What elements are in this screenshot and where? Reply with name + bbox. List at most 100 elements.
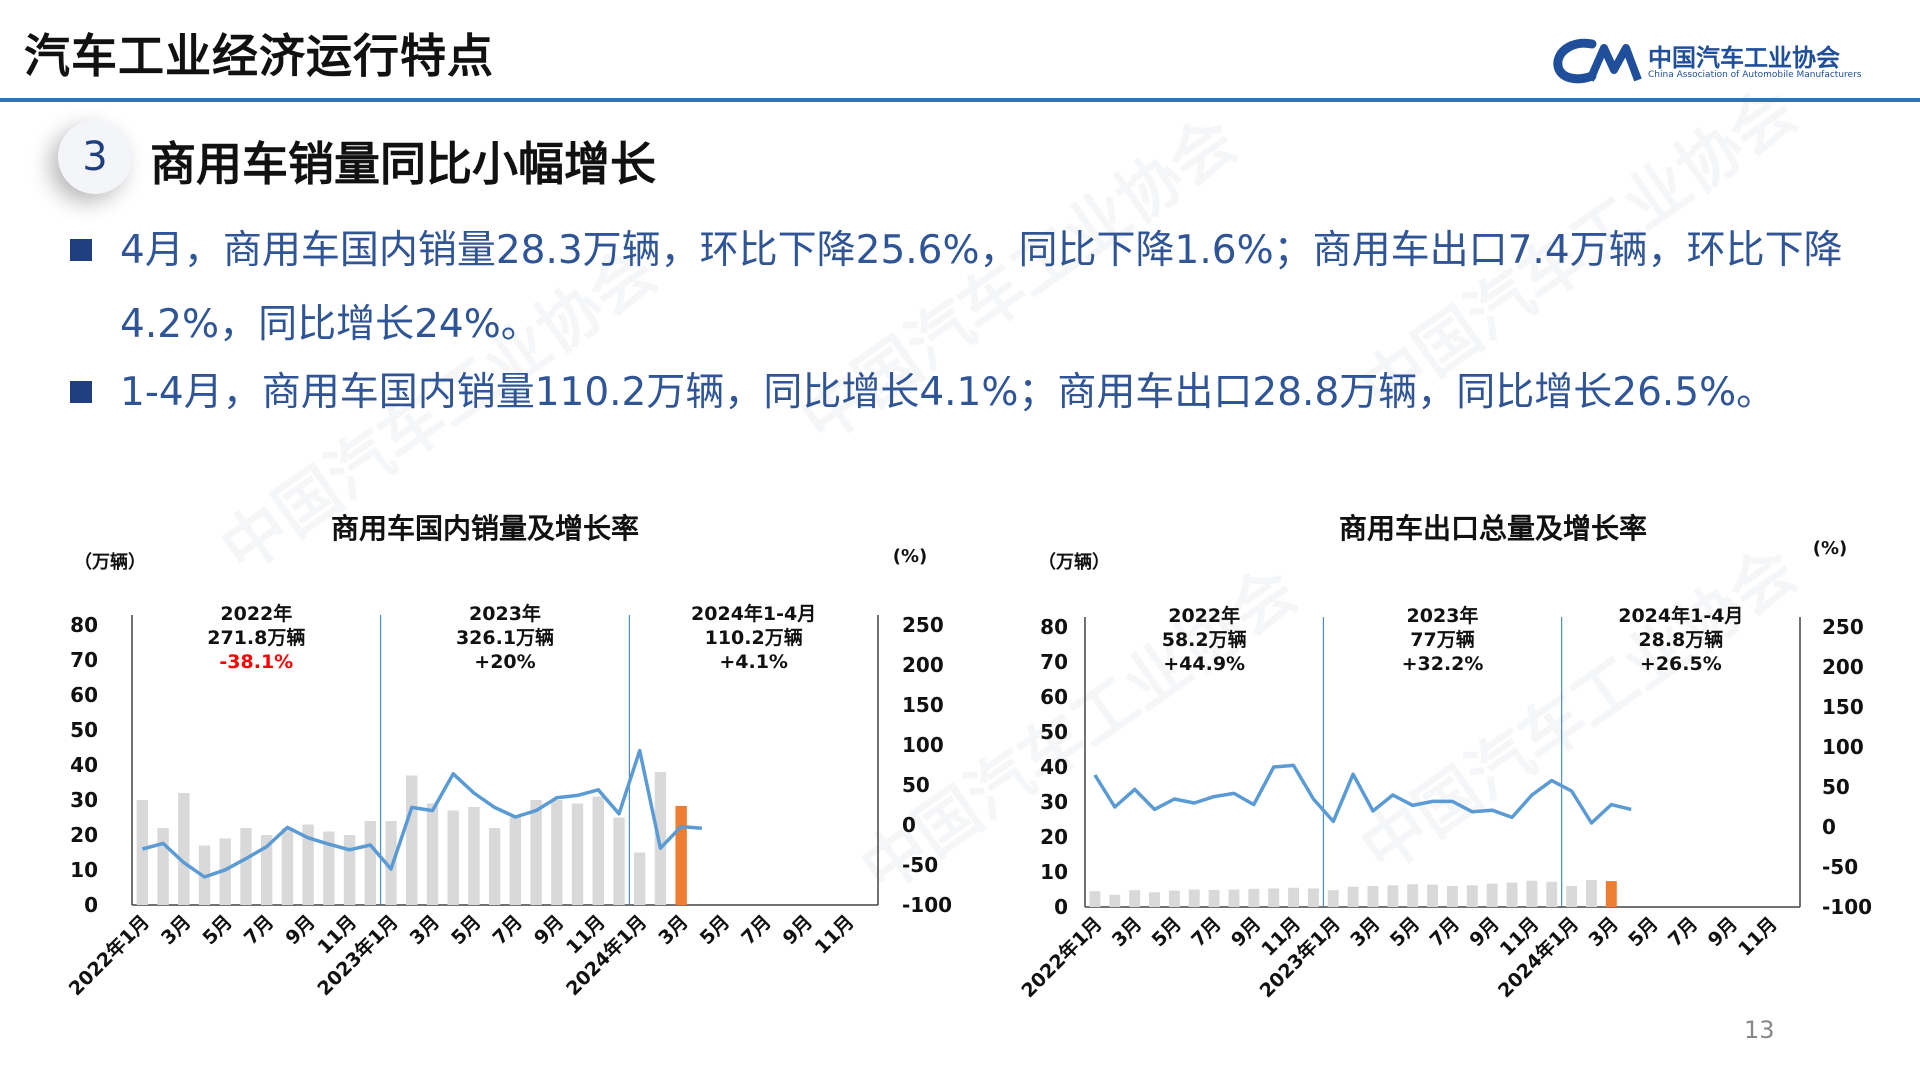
period-annotation-title: 2023年 xyxy=(469,602,541,625)
y-tick-right: 250 xyxy=(1822,615,1864,639)
growth-rate-line xyxy=(141,748,703,879)
bar xyxy=(1327,890,1339,907)
x-tick-label: 7月 xyxy=(240,911,278,949)
x-tick-label: 11月 xyxy=(811,911,859,959)
y-tick-left: 50 xyxy=(70,718,98,742)
x-tick-label: 7月 xyxy=(1664,913,1702,951)
x-tick-label: 5月 xyxy=(447,911,485,949)
growth-rate-line xyxy=(1093,763,1632,825)
period-annotation-value: 77万辆 xyxy=(1410,628,1474,651)
period-annotation-value: 271.8万辆 xyxy=(207,626,305,649)
x-tick-label: 2022年1月 xyxy=(1017,912,1107,1002)
y-tick-left: 10 xyxy=(70,858,98,882)
bar xyxy=(571,803,584,905)
period-annotation-value: 58.2万辆 xyxy=(1162,628,1247,651)
bar xyxy=(1506,882,1518,907)
bar xyxy=(1466,885,1478,907)
y-tick-right: -50 xyxy=(902,853,938,877)
bar xyxy=(1566,886,1578,907)
bar xyxy=(447,810,459,905)
bar xyxy=(551,800,563,905)
y-tick-right: 250 xyxy=(902,613,944,637)
bar xyxy=(240,828,252,905)
bar xyxy=(364,821,377,905)
period-annotation-value: 28.8万辆 xyxy=(1638,628,1723,651)
bar xyxy=(281,828,294,905)
x-tick-label: 3月 xyxy=(157,911,195,949)
y-tick-left: 20 xyxy=(70,823,98,847)
period-annotation-title: 2024年1-4月 xyxy=(691,602,816,625)
y-tick-right: 150 xyxy=(1822,695,1864,719)
header-divider xyxy=(0,98,1920,102)
bullet-item: 1-4月，商用车国内销量110.2万辆，同比增长4.1%；商用车出口28.8万辆… xyxy=(70,356,1870,430)
x-tick-label: 7月 xyxy=(489,911,527,949)
period-annotation-title: 2022年 xyxy=(1168,604,1240,627)
period-annotation-growth: +26.5% xyxy=(1640,653,1722,675)
logo-english-name: China Association of Automobile Manufact… xyxy=(1648,70,1862,80)
bar xyxy=(178,793,190,905)
y-tick-right: 100 xyxy=(1822,735,1864,759)
period-annotation-value: 110.2万辆 xyxy=(705,626,803,649)
bar xyxy=(1188,889,1200,907)
y-tick-left: 80 xyxy=(70,613,98,637)
x-tick-label: 5月 xyxy=(696,911,734,949)
bar xyxy=(343,835,356,905)
y-tick-right: 150 xyxy=(902,693,944,717)
page-title: 汽车工业经济运行特点 xyxy=(24,29,494,83)
x-tick-label: 3月 xyxy=(1346,913,1384,951)
bar xyxy=(323,831,335,905)
bar xyxy=(1526,880,1538,907)
bar xyxy=(613,817,625,905)
bar xyxy=(530,800,542,905)
period-annotation-title: 2024年1-4月 xyxy=(1618,604,1743,627)
bar xyxy=(136,800,149,905)
y-tick-right: -50 xyxy=(1822,855,1858,879)
x-tick-label: 5月 xyxy=(1386,913,1424,951)
period-annotation-growth: +32.2% xyxy=(1402,653,1484,675)
y-tick-left: 30 xyxy=(70,788,98,812)
page-number: 13 xyxy=(1744,1016,1775,1044)
logo-chinese-name: 中国汽车工业协会 xyxy=(1648,44,1840,72)
y-tick-left: 20 xyxy=(1040,825,1068,849)
bar xyxy=(1407,884,1419,907)
bar xyxy=(302,824,314,905)
period-annotation-title: 2023年 xyxy=(1407,604,1479,627)
x-tick-label: 7月 xyxy=(1187,913,1225,951)
bullet-text: 1-4月，商用车国内销量110.2万辆，同比增长4.1%；商用车出口28.8万辆… xyxy=(120,370,1776,415)
bar xyxy=(219,838,231,905)
section-title: 商用车销量同比小幅增长 xyxy=(150,137,656,191)
period-annotation-growth: -38.1% xyxy=(219,651,293,673)
caam-logo-icon xyxy=(1553,38,1642,84)
bar-highlight xyxy=(1605,881,1617,907)
export-chart: 商用车出口总量及增长率 （万辆） (%) 0 10 20 30 40 50 60 70 80 -100 -… xyxy=(1000,490,1900,1050)
x-tick-label: 3月 xyxy=(1108,913,1146,951)
bar xyxy=(1387,885,1399,907)
x-tick-label: 2022年1月 xyxy=(64,910,154,1000)
x-tick-label: 7月 xyxy=(1426,913,1464,951)
bar xyxy=(1446,886,1458,907)
bar xyxy=(1585,880,1597,907)
x-tick-label: 5月 xyxy=(1624,913,1662,951)
x-tick-label: 5月 xyxy=(1148,913,1186,951)
y-tick-left: 50 xyxy=(1040,720,1068,744)
y-tick-left: 0 xyxy=(1054,895,1068,919)
bar xyxy=(1347,886,1359,907)
period-annotation-title: 2022年 xyxy=(220,602,292,625)
y-tick-right: 0 xyxy=(1822,815,1836,839)
y-tick-right: -100 xyxy=(1822,895,1872,919)
bar xyxy=(157,828,169,905)
y-tick-right: 100 xyxy=(902,733,944,757)
bar xyxy=(1248,888,1260,907)
y-tick-left: 40 xyxy=(70,753,98,777)
bar-highlight xyxy=(675,805,687,905)
bar xyxy=(1546,881,1558,907)
bar xyxy=(1149,892,1160,907)
y-tick-left: 0 xyxy=(84,893,98,917)
y-tick-left: 70 xyxy=(70,648,98,672)
bar xyxy=(1307,888,1319,907)
bar xyxy=(592,796,604,905)
bullet-item: 4月，商用车国内销量28.3万辆，环比下降25.6%，同比下降1.6%；商用车出… xyxy=(70,214,1870,362)
section-number-badge: 3 xyxy=(58,120,132,194)
y-tick-left: 80 xyxy=(1040,615,1068,639)
bar xyxy=(385,821,397,905)
